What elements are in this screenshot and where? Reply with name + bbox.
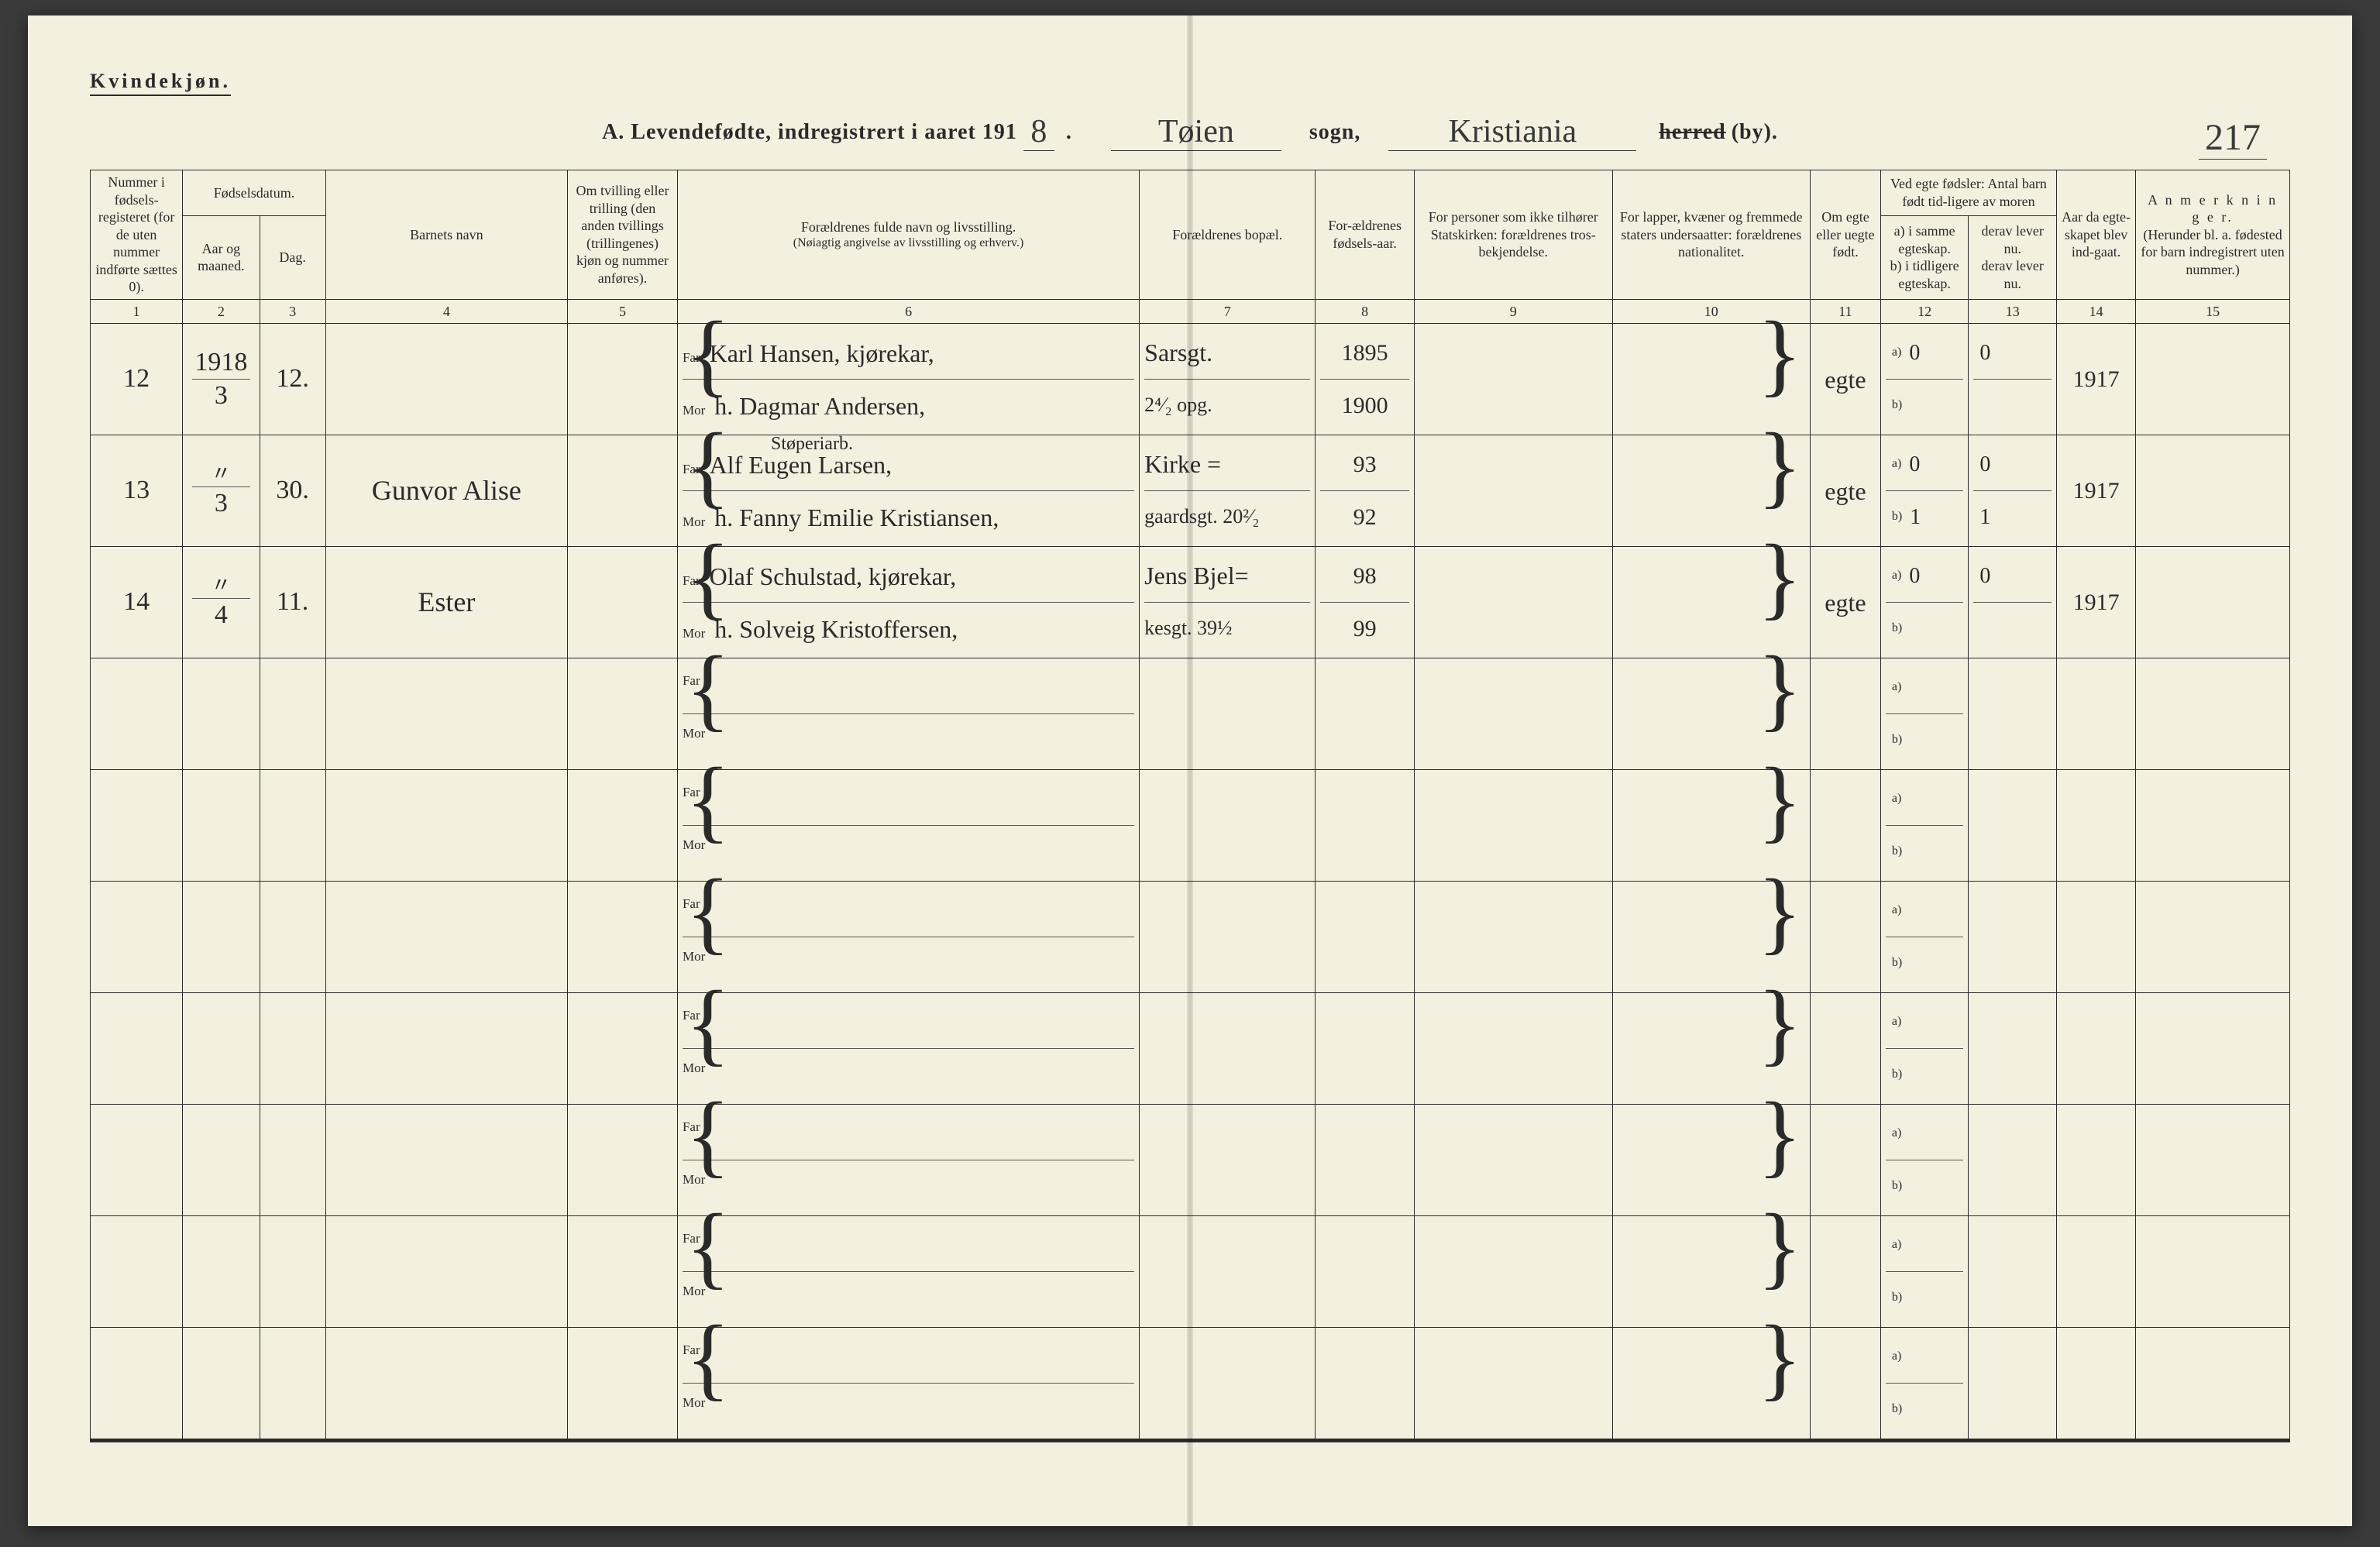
col-1-header: Nummer i fødsels-registeret (for de uten… xyxy=(91,170,183,300)
col-13-header: derav lever nu. derav lever nu. xyxy=(1969,215,2057,299)
title-prefix: A. Levendefødte, indregistrert i aaret 1… xyxy=(602,120,1017,144)
col-12a-header: a) i samme egteskap. b) i tidligere egte… xyxy=(1880,215,1969,299)
col-11-header: Om egte eller uegte født. xyxy=(1811,170,1881,300)
page-number: 217 xyxy=(2199,116,2267,160)
col-9-header: For personer som ikke tilhører Statskirk… xyxy=(1415,170,1613,300)
sogn-handwritten: Tøien xyxy=(1111,113,1281,151)
col-15-header: A n m e r k n i n g e r. (Herunder bl. a… xyxy=(2136,170,2290,300)
col-7-header: Forældrenes bopæl. xyxy=(1140,170,1316,300)
col-12-top-header: Ved egte fødsler: Antal barn født tid-li… xyxy=(1880,170,2056,216)
sogn-label: sogn, xyxy=(1309,120,1360,144)
col-5-header: Om tvilling eller trilling (den anden tv… xyxy=(568,170,678,300)
col-14-header: Aar da egte-skapet blev ind-gaat. xyxy=(2056,170,2135,300)
col-4-header: Barnets navn xyxy=(325,170,567,300)
year-handwritten: 8 xyxy=(1023,113,1054,151)
col-8-header: For-ældrenes fødsels-aar. xyxy=(1316,170,1415,300)
col-2-top-header: Fødselsdatum. xyxy=(183,170,326,216)
gender-heading: Kvindekjøn. xyxy=(90,70,231,96)
ledger-page: Kvindekjøn. A. Levendefødte, indregistre… xyxy=(28,15,2352,1526)
book-spine xyxy=(1187,15,1193,1526)
col-10-header: For lapper, kvæner og fremmede staters u… xyxy=(1612,170,1811,300)
herred-by: (by). xyxy=(1732,120,1778,144)
herred-strike: herred xyxy=(1659,120,1725,144)
col-2b-header: Dag. xyxy=(260,215,325,299)
col-2a-header: Aar og maaned. xyxy=(183,215,260,299)
herred-handwritten: Kristiania xyxy=(1388,113,1636,151)
col-6-header: Forældrenes fulde navn og livsstilling. … xyxy=(677,170,1139,300)
